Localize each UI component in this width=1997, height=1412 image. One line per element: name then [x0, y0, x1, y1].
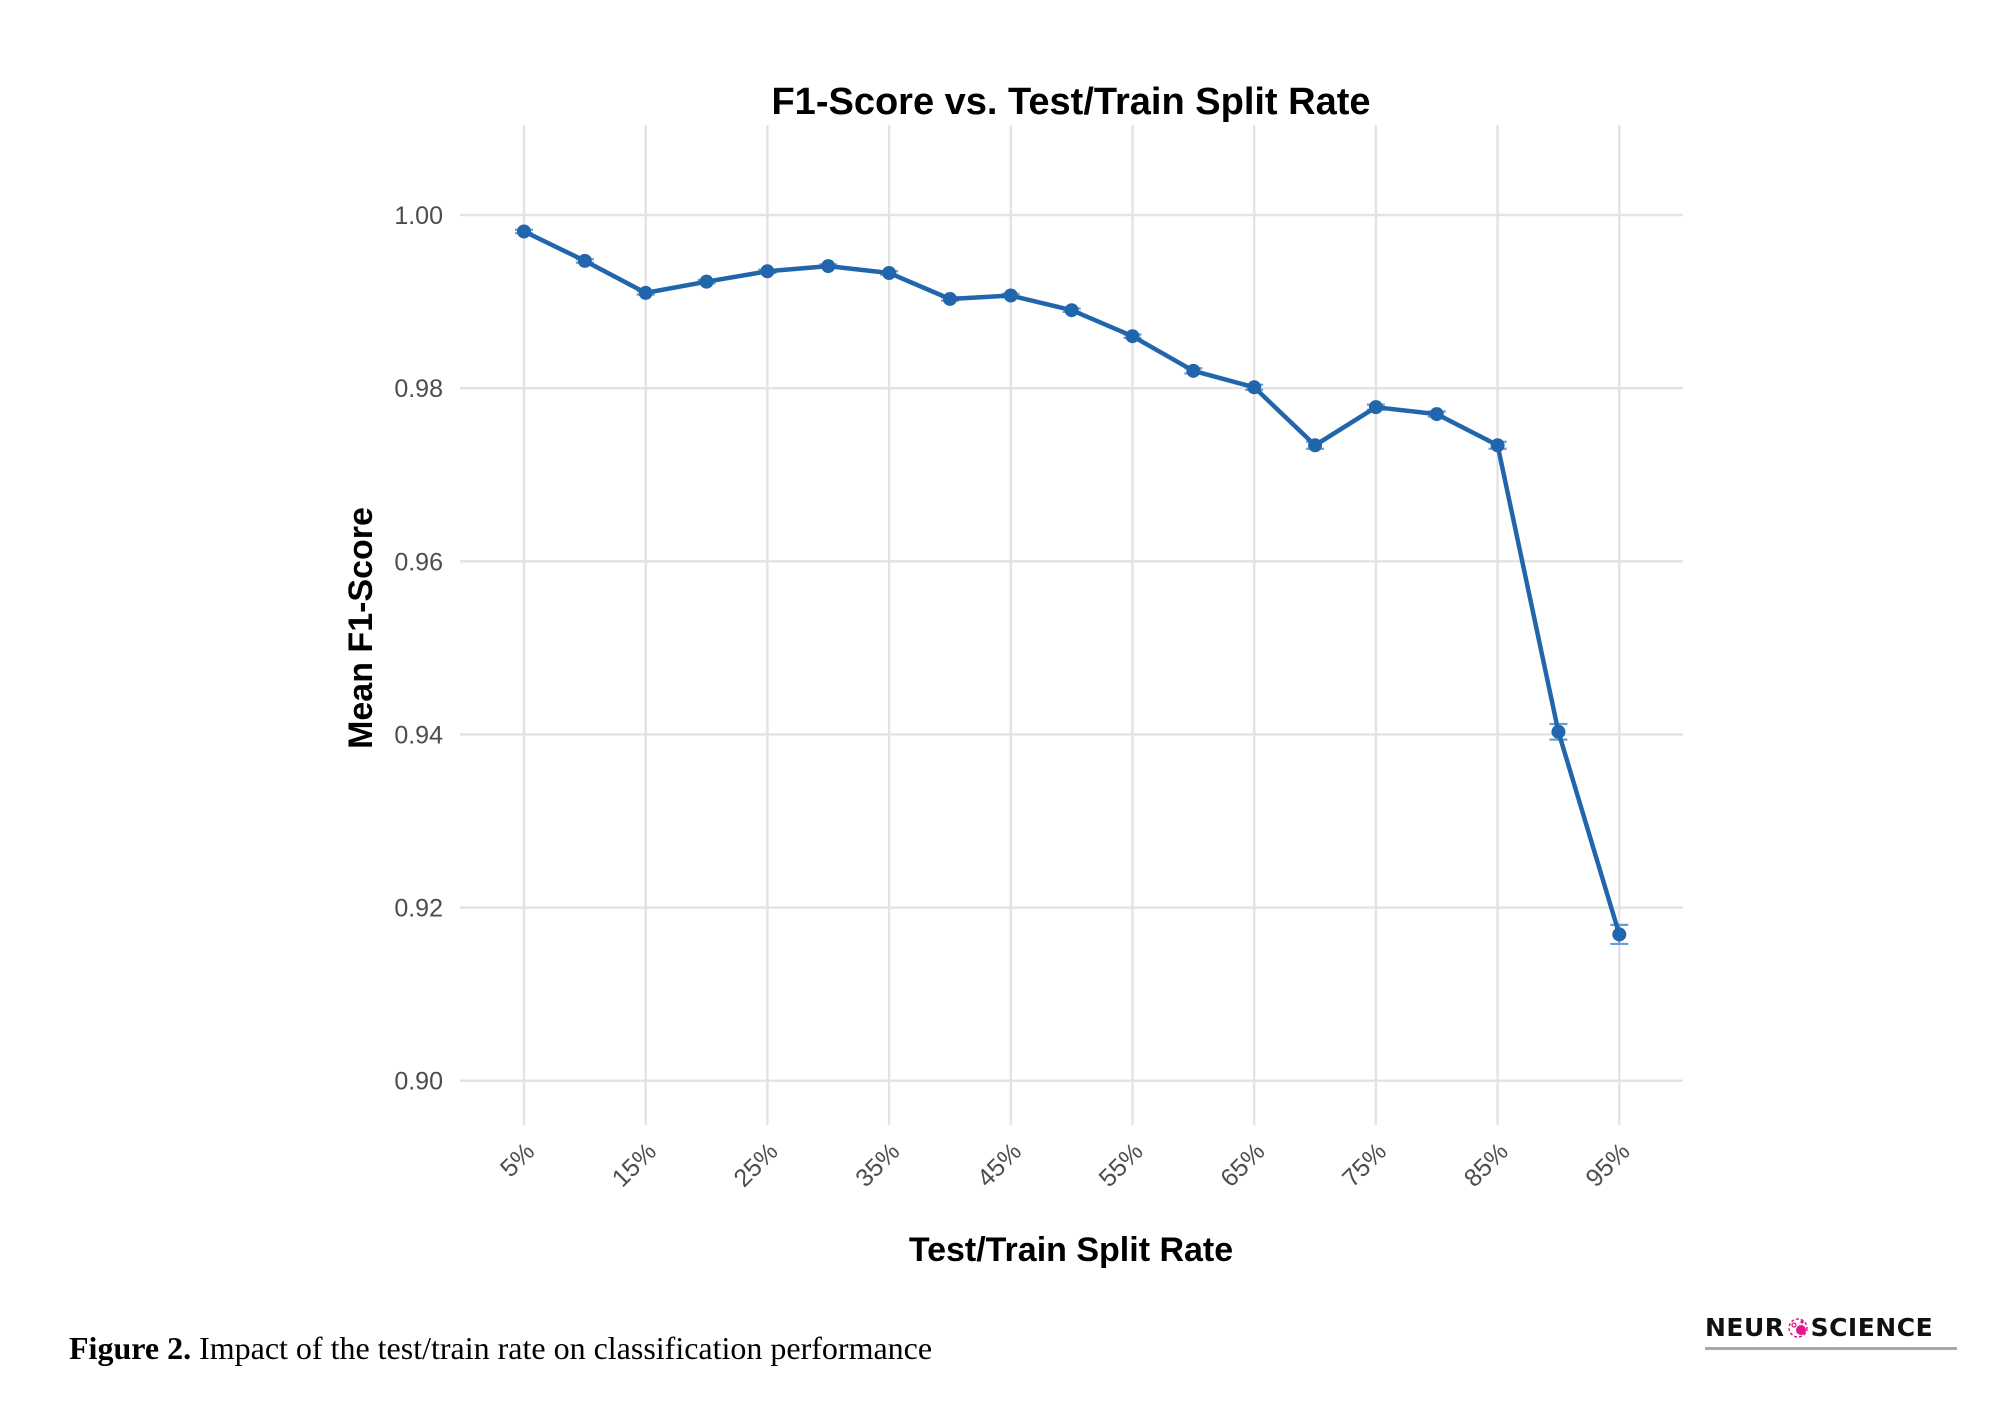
x-tick-label: 65%: [1215, 1137, 1270, 1192]
data-point: [517, 224, 531, 239]
data-point: [577, 253, 592, 268]
data-point: [1308, 438, 1323, 453]
logo-text-left: NEUR: [1705, 1312, 1785, 1342]
figure-label: Figure 2.: [69, 1330, 192, 1366]
x-tick-label: 55%: [1094, 1137, 1149, 1192]
y-tick-label: 0.90: [394, 1068, 443, 1096]
error-bars: [515, 228, 1629, 946]
logo-text-right: SCIENCE: [1810, 1312, 1934, 1342]
x-axis-title: Test/Train Split Rate: [909, 1231, 1233, 1269]
data-point: [882, 266, 897, 281]
x-tick-labels: 5% 15% 25% 35% 45% 55% 65% 75% 85% 95%: [495, 1137, 1636, 1192]
data-point: [1247, 380, 1262, 395]
y-tick-label: 0.94: [394, 721, 443, 749]
logo-wordmark: NEUR SCIENCE: [1705, 1312, 1957, 1342]
data-point: [1125, 329, 1140, 344]
neuron-cell-icon: [1787, 1316, 1809, 1338]
y-tick-labels: 0.90 0.92 0.94 0.96 0.98 1.00: [394, 202, 443, 1096]
x-tick-label: 85%: [1459, 1137, 1514, 1192]
data-point: [1551, 724, 1566, 739]
data-point: [1186, 363, 1201, 378]
y-axis-title: Mean F1-Score: [342, 507, 380, 749]
data-point: [760, 264, 775, 279]
data-point: [1064, 303, 1079, 318]
data-point: [1003, 288, 1018, 303]
y-tick-label: 0.98: [394, 375, 443, 403]
y-tick-label: 0.92: [394, 895, 443, 923]
neuroscience-logo: NEUR SCIENCE: [1705, 1312, 1957, 1352]
grid-layer: [460, 125, 1683, 1125]
figure-caption-text: Impact of the test/train rate on classif…: [191, 1330, 933, 1366]
x-tick-label: 25%: [728, 1137, 783, 1192]
data-point: [942, 291, 957, 306]
x-tick-label: 45%: [972, 1137, 1027, 1192]
x-tick-label: 95%: [1580, 1137, 1635, 1192]
y-tick-label: 0.96: [394, 548, 443, 576]
data-point: [821, 259, 836, 274]
data-points: [517, 224, 1627, 942]
chart-title: F1-Score vs. Test/Train Split Rate: [771, 81, 1370, 123]
data-point: [1612, 927, 1627, 942]
x-tick-label: 75%: [1337, 1137, 1392, 1192]
x-tick-label: 35%: [850, 1137, 905, 1192]
series-line: [523, 229, 1622, 936]
y-tick-label: 1.00: [394, 202, 443, 230]
data-point: [1429, 407, 1444, 422]
data-point: [1368, 400, 1383, 415]
data-point: [1490, 438, 1505, 453]
data-point: [699, 274, 714, 289]
logo-underline: [1705, 1347, 1957, 1350]
x-tick-label: 5%: [495, 1137, 540, 1182]
x-tick-label: 15%: [607, 1137, 662, 1192]
figure-caption: Figure 2. Impact of the test/train rate …: [69, 1330, 932, 1367]
data-point: [638, 285, 653, 300]
series-line-layer: [523, 229, 1622, 936]
